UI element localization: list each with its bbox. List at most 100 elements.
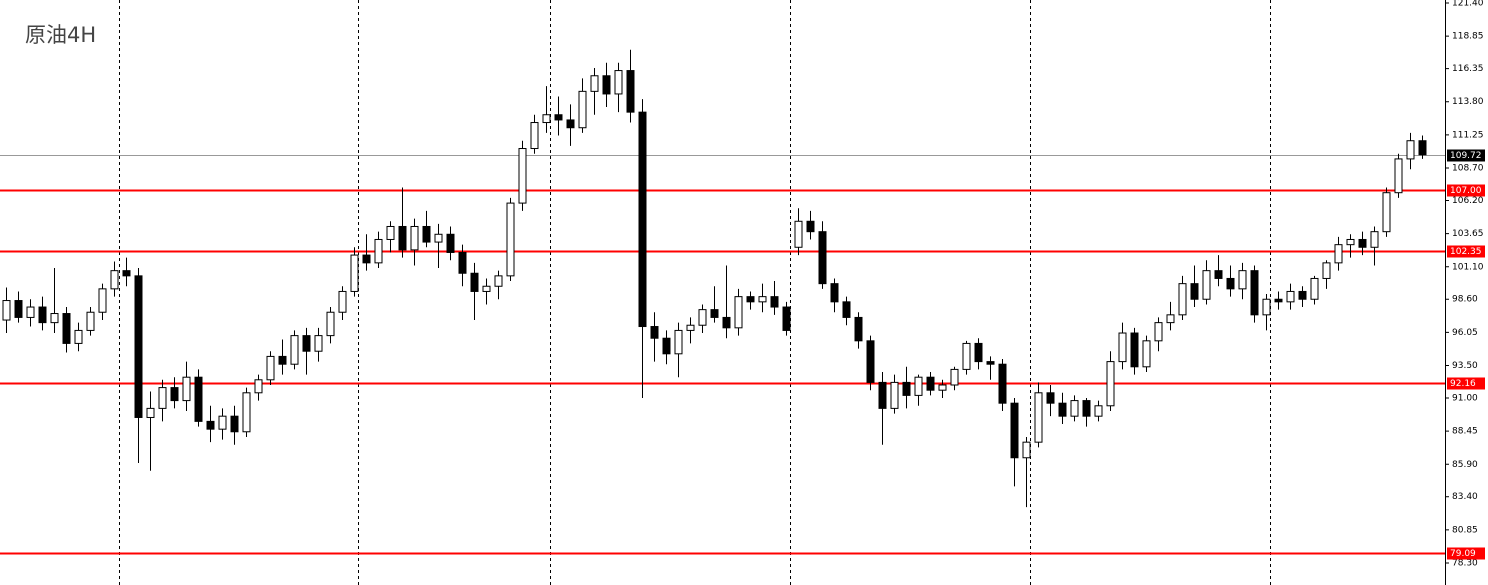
candle-body — [458, 251, 467, 274]
candle-body — [662, 337, 671, 355]
candle-body — [878, 381, 887, 409]
candle-body — [1094, 405, 1103, 417]
level-box — [1447, 184, 1485, 197]
candle-body — [1034, 392, 1043, 443]
candle-body — [1118, 332, 1127, 363]
candle-body — [626, 70, 635, 113]
candle-body — [1370, 231, 1379, 248]
candle-body — [938, 384, 947, 391]
candle-body — [230, 415, 239, 433]
candle-body — [698, 309, 707, 326]
candle-body — [530, 122, 539, 150]
candle-body — [1334, 244, 1343, 264]
candle-body — [26, 306, 35, 318]
candle-body — [902, 381, 911, 396]
candle-body — [290, 335, 299, 365]
candle-body — [1082, 400, 1091, 417]
candle-body — [446, 233, 455, 253]
candle-body — [1154, 322, 1163, 342]
candle-body — [1322, 262, 1331, 279]
y-tick-label: 83.40 — [1452, 492, 1478, 502]
candle-body — [830, 283, 839, 303]
candle-body — [278, 355, 287, 365]
candle-body — [1070, 400, 1079, 417]
candle-body — [170, 387, 179, 402]
y-tick-label: 78.30 — [1452, 559, 1478, 569]
candle-body — [470, 272, 479, 292]
level-box — [1447, 245, 1485, 258]
candle-body — [578, 90, 587, 129]
candle-body — [1310, 277, 1319, 300]
candle-body — [266, 355, 275, 381]
y-tick-label: 93.50 — [1452, 361, 1478, 371]
candle-body — [1130, 332, 1139, 368]
candle-body — [98, 288, 107, 313]
candle-body — [110, 270, 119, 290]
y-tick-label: 106.20 — [1452, 196, 1484, 206]
candle-body — [506, 202, 515, 277]
candle-body — [194, 376, 203, 422]
candle-body — [1214, 270, 1223, 279]
candle-body — [614, 70, 623, 95]
candle-body — [326, 311, 335, 337]
candle-body — [554, 114, 563, 121]
candle-body — [1202, 270, 1211, 300]
candle-body — [338, 290, 347, 313]
candle-body — [974, 342, 983, 363]
chart-title: 原油4H — [25, 23, 96, 47]
candle-body — [134, 275, 143, 418]
candle-body — [38, 306, 47, 324]
y-tick-label: 103.65 — [1452, 229, 1484, 239]
candle-body — [650, 326, 659, 339]
candle-body — [866, 340, 875, 383]
candle-body — [218, 415, 227, 430]
candle-body — [1226, 277, 1235, 290]
candle-body — [1406, 140, 1415, 160]
candle-body — [806, 220, 815, 233]
level-label: 92.16 — [1450, 379, 1476, 389]
candle-body — [1286, 290, 1295, 303]
candle-body — [770, 296, 779, 308]
last-price-box — [1447, 149, 1485, 162]
candle-body — [590, 75, 599, 92]
candle-body — [1166, 314, 1175, 324]
candle-body — [1346, 238, 1355, 246]
time-grid — [119, 0, 1271, 585]
candle-body — [302, 335, 311, 352]
level-label: 107.00 — [1450, 186, 1482, 196]
candle-body — [950, 368, 959, 386]
candle-body — [542, 114, 551, 124]
candle-body — [566, 119, 575, 129]
candle-body — [422, 225, 431, 243]
candle-body — [758, 296, 767, 303]
candle-body — [14, 300, 23, 318]
candle-body — [1238, 270, 1247, 290]
candle-body — [1106, 361, 1115, 407]
candle-body — [1262, 298, 1271, 316]
candle-body — [1394, 158, 1403, 194]
candle-body — [998, 363, 1007, 404]
y-tick-label: 96.05 — [1452, 328, 1478, 338]
candle-body — [1046, 392, 1055, 404]
candle-body — [842, 301, 851, 318]
candle-body — [386, 225, 395, 240]
candle-body — [794, 220, 803, 248]
candle-body — [1418, 140, 1427, 156]
candle-body — [602, 75, 611, 95]
candle-body — [374, 238, 383, 264]
candle-body — [182, 376, 191, 402]
candle-body — [638, 111, 647, 328]
y-tick-label: 108.70 — [1452, 164, 1484, 174]
candle-body — [1274, 298, 1283, 303]
y-tick-label: 85.90 — [1452, 460, 1478, 470]
level-box — [1447, 377, 1485, 390]
y-tick-label: 91.00 — [1452, 393, 1478, 403]
candle-body — [314, 335, 323, 352]
candle-body — [398, 225, 407, 251]
candle-body — [242, 392, 251, 433]
candle-body — [1010, 402, 1019, 459]
y-tick-label: 116.35 — [1452, 64, 1484, 74]
candle-body — [494, 275, 503, 287]
candle-body — [254, 379, 263, 394]
